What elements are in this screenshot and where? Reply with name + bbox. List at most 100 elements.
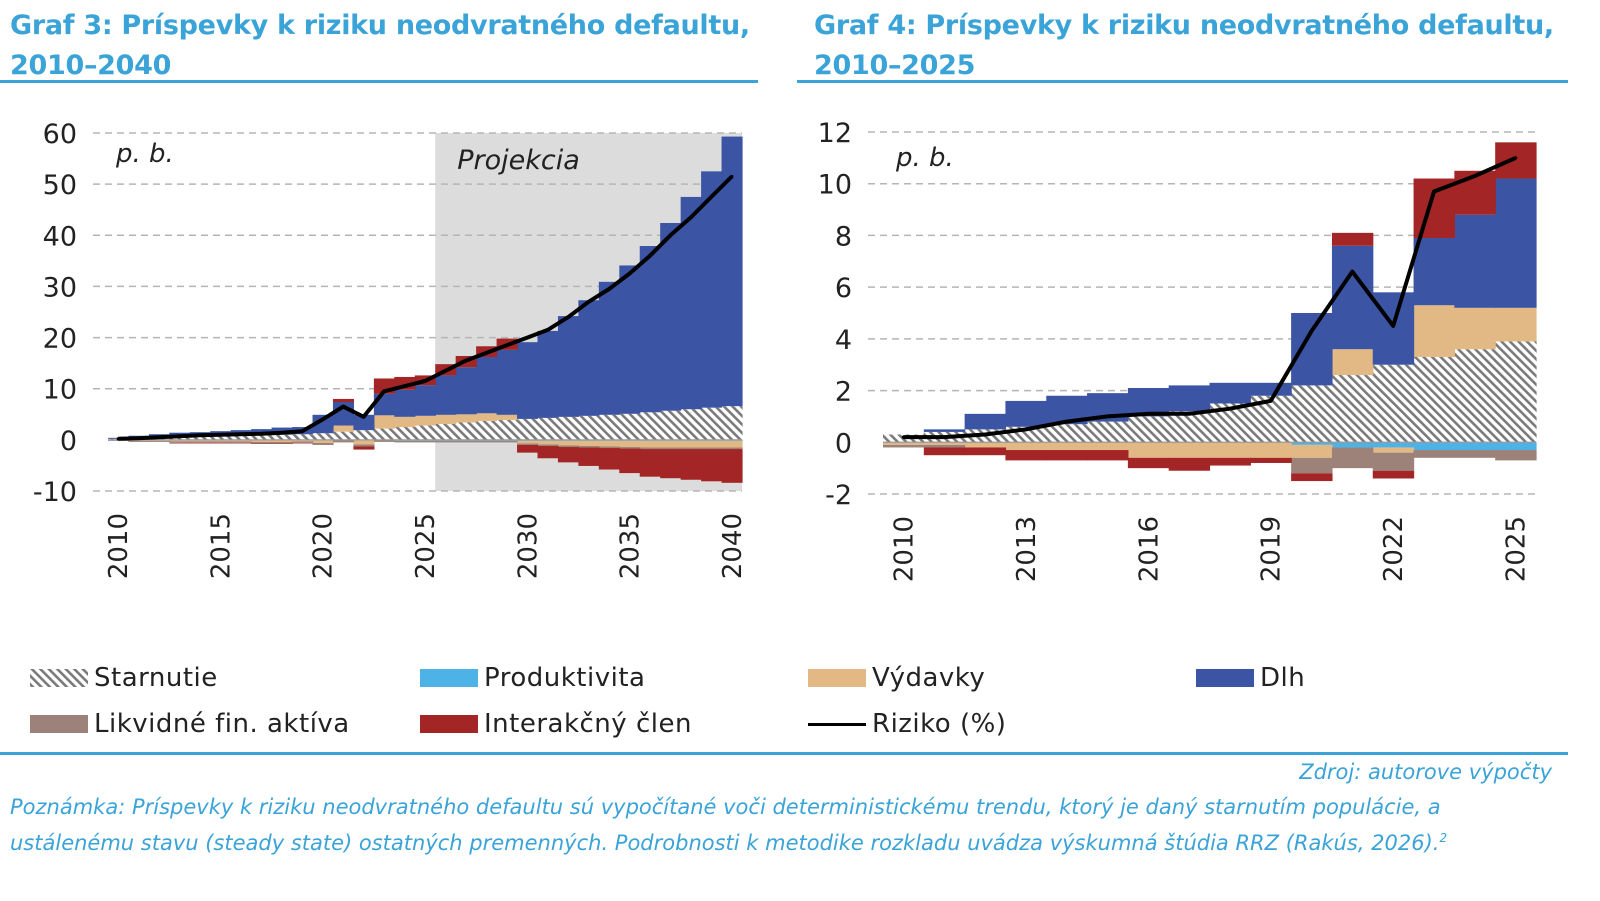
bar-vydavky: [1413, 305, 1455, 357]
y-tick-label: 0: [835, 428, 852, 459]
bar-interakcny-clen: [1454, 170, 1496, 215]
bar-starnutie: [680, 409, 702, 440]
line-point-riziko: [157, 435, 161, 439]
legend-item-vydavky: Výdavky: [808, 660, 985, 696]
bar-interakcny-clen: [292, 442, 314, 444]
line-point-riziko: [1391, 324, 1395, 328]
line-point-riziko: [423, 379, 427, 383]
legend: Starnutie Produktivita Výdavky Dlh Likvi…: [30, 660, 1570, 750]
line-point-riziko: [177, 434, 182, 438]
bar-dlh: [537, 330, 559, 418]
bar-vydavky: [721, 440, 743, 448]
bar-vydavky: [1495, 307, 1537, 342]
bar-starnutie: [476, 420, 498, 440]
legend-swatch-vydavky: [808, 669, 866, 687]
bar-likvidne-fin-aktiva: [1413, 450, 1455, 458]
bar-vydavky: [435, 414, 457, 425]
line-point-riziko: [341, 405, 345, 409]
bar-starnutie: [721, 406, 743, 440]
bar-starnutie: [210, 436, 232, 440]
bar-likvidne-fin-aktiva: [230, 441, 252, 443]
bar-dlh: [394, 389, 416, 417]
bar-starnutie: [598, 414, 620, 440]
bar-interakcny-clen: [1005, 450, 1047, 461]
legend-swatch-riziko: [808, 722, 866, 726]
x-tick-label: 2030: [513, 513, 543, 579]
bar-vydavky: [353, 440, 375, 445]
bar-interakcny-clen: [189, 442, 211, 444]
bar-interakcny-clen: [1168, 457, 1211, 471]
line-point-riziko: [321, 417, 325, 421]
y-tick-label: -2: [825, 480, 852, 511]
bar-interakcny-clen: [598, 448, 620, 470]
line-point-riziko: [300, 429, 304, 433]
bar-starnutie: [292, 434, 314, 440]
line-point-riziko: [1432, 189, 1436, 194]
line-point-riziko: [116, 437, 120, 441]
line-point-riziko: [668, 233, 673, 237]
bar-produktivita: [1495, 442, 1537, 451]
line-point-riziko: [546, 328, 550, 332]
bar-dlh: [721, 136, 743, 407]
line-point-riziko: [587, 300, 591, 304]
bar-starnutie: [557, 416, 579, 440]
y-tick-label: 60: [43, 119, 77, 150]
bar-starnutie: [537, 417, 559, 440]
bar-interakcny-clen: [1127, 457, 1170, 469]
bar-dlh: [639, 246, 661, 413]
line-point-riziko: [942, 435, 946, 439]
bar-interakcny-clen: [660, 449, 682, 479]
bar-likvidne-fin-aktiva: [1454, 450, 1496, 458]
bar-likvidne-fin-aktiva: [128, 440, 150, 442]
bar-starnutie: [619, 413, 641, 440]
bar-vydavky: [332, 425, 355, 432]
bar-interakcny-clen: [557, 447, 579, 463]
bar-vydavky: [1127, 442, 1170, 458]
unit-label: p. b.: [115, 139, 174, 169]
line-point-riziko: [382, 389, 386, 393]
y-tick-label: 0: [60, 426, 77, 457]
bar-likvidne-fin-aktiva: [537, 444, 559, 446]
y-tick-label: 6: [835, 273, 852, 304]
bar-likvidne-fin-aktiva: [210, 441, 232, 443]
line-point-riziko: [464, 358, 468, 363]
bar-interakcny-clen: [353, 446, 375, 450]
note-body: Poznámka: Príspevky k riziku neodvratnéh…: [10, 795, 1441, 855]
bar-likvidne-fin-aktiva: [455, 440, 477, 443]
bar-starnutie: [496, 419, 518, 440]
bar-starnutie: [271, 434, 293, 440]
x-tick-label: 2040: [718, 513, 748, 579]
bar-interakcny-clen: [517, 444, 539, 453]
bar-starnutie: [1291, 385, 1333, 443]
bar-interakcny-clen: [1087, 450, 1129, 461]
bar-likvidne-fin-aktiva: [517, 443, 539, 445]
bar-starnutie: [414, 425, 436, 440]
bar-starnutie: [394, 427, 416, 440]
bar-interakcny-clen: [1372, 470, 1415, 479]
bar-interakcny-clen: [721, 449, 743, 483]
bar-vydavky: [1087, 442, 1129, 451]
bar-dlh: [680, 196, 702, 410]
legend-swatch-starnutie: [30, 669, 88, 687]
bar-vydavky: [251, 439, 273, 442]
bar-vydavky: [578, 440, 600, 446]
bar-interakcny-clen: [701, 449, 723, 482]
bar-likvidne-fin-aktiva: [721, 447, 743, 450]
legend-item-dlh: Dlh: [1196, 660, 1305, 696]
bar-interakcny-clen: [639, 449, 661, 477]
bar-likvidne-fin-aktiva: [639, 447, 661, 450]
line-point-riziko: [1269, 399, 1273, 403]
bar-starnutie: [660, 410, 682, 440]
bar-dlh: [1413, 238, 1455, 306]
line-point-riziko: [484, 351, 488, 355]
bar-produktivita: [1291, 442, 1333, 445]
bar-likvidne-fin-aktiva: [1372, 452, 1415, 471]
line-point-riziko: [1024, 427, 1028, 431]
bar-likvidne-fin-aktiva: [332, 440, 355, 443]
bar-vydavky: [1250, 442, 1292, 458]
x-tick-label: 2016: [1134, 516, 1164, 582]
legend-item-starnutie: Starnutie: [30, 660, 218, 696]
bar-vydavky: [496, 414, 518, 420]
bar-dlh: [1495, 178, 1537, 308]
